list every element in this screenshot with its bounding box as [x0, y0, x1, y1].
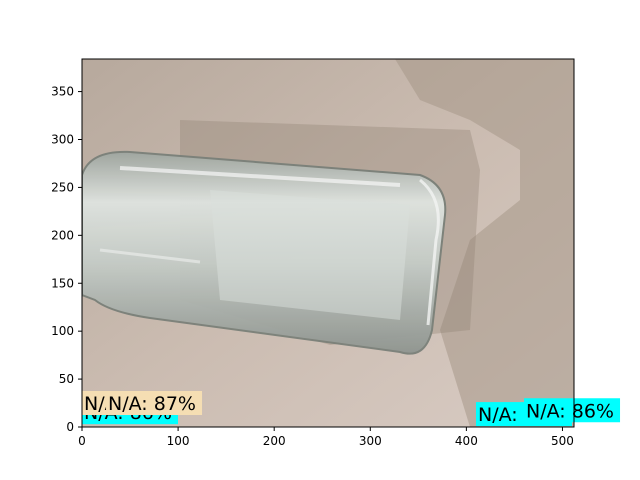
- y-tick-label: 200: [51, 228, 74, 242]
- detection-overlays: N/A: 86%N/A: 86%N/A: 86%N/A: 87%N/A: 87%: [82, 391, 621, 427]
- detection-label: N/A: 86%: [526, 400, 614, 422]
- x-tick-label: 400: [455, 434, 478, 448]
- x-tick-label: 500: [551, 434, 574, 448]
- detection-label: N/A: 87%: [108, 393, 196, 415]
- x-tick-label: 200: [263, 434, 286, 448]
- y-tick-label: 350: [51, 85, 74, 99]
- y-tick-label: 150: [51, 276, 74, 290]
- y-tick-label: 50: [59, 372, 74, 386]
- axes-frame: [81, 58, 575, 428]
- detection-label-bg: [524, 398, 621, 423]
- y-tick-label: 300: [51, 133, 74, 147]
- y-axis: 0 50 100 150 200 250 300 350: [51, 85, 82, 434]
- photo: [82, 59, 574, 427]
- y-tick-label: 100: [51, 324, 74, 338]
- x-tick-label: 100: [167, 434, 190, 448]
- x-axis: 0 100 200 300 400 500: [78, 427, 574, 448]
- detection-label-bg: [106, 391, 203, 415]
- x-tick-label: 300: [359, 434, 382, 448]
- y-tick-label: 0: [66, 420, 74, 434]
- y-tick-label: 250: [51, 180, 74, 194]
- x-tick-label: 0: [78, 434, 86, 448]
